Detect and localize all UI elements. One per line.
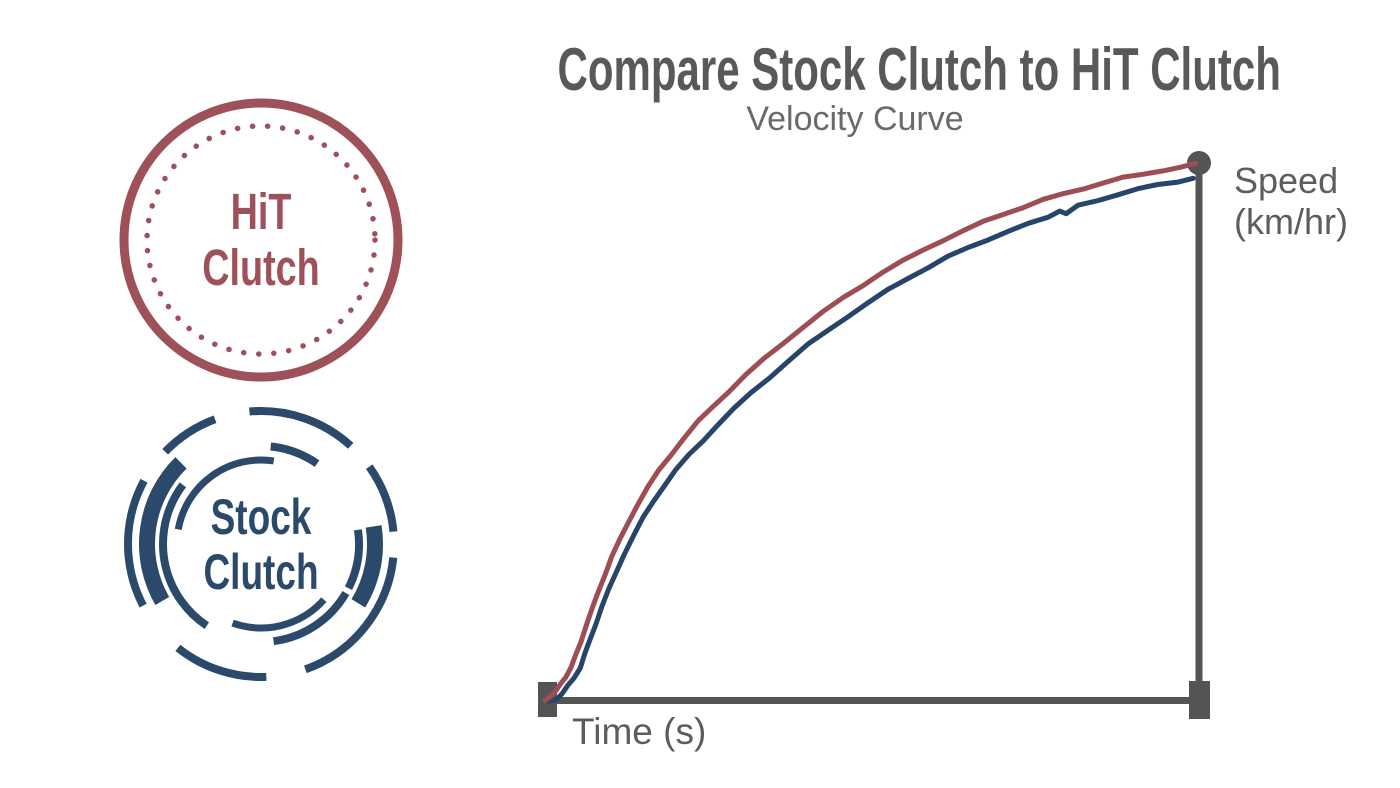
y-axis-label: Speed (km/hr) [1234,160,1348,242]
stock-clutch-curve [545,175,1196,704]
hit-clutch-badge-ring [119,98,403,382]
x-axis-end-block [1189,681,1210,719]
x-axis-origin-block [538,682,557,717]
hit-badge-outer-circle [119,98,403,382]
hit-badge-line1: HiT [230,183,292,240]
stock-badge-mid-arcs [159,442,363,646]
hit-badge-line2: Clutch [202,239,320,296]
page-title: Compare Stock Clutch to HiT Clutch [557,36,1281,103]
chart-subtitle: Velocity Curve [746,100,964,138]
stock-badge-thick-arcs [139,422,383,666]
stock-badge-outer-arcs [124,407,398,681]
x-axis-label: Time (s) [572,711,707,752]
stock-clutch-badge-ring [124,407,398,681]
hit-clutch-curve [542,160,1199,704]
y-axis-top-marker-circle [1187,151,1211,175]
stock-clutch-badge-label: Stock Clutch [180,490,343,600]
hit-clutch-badge-label: HiT Clutch [180,184,343,296]
y-axis-line [1195,163,1203,681]
stock-badge-line2: Clutch [203,544,319,600]
stock-badge-line1: Stock [210,489,312,545]
x-axis-line [545,697,1192,704]
hit-badge-dotted-circle [144,123,378,357]
